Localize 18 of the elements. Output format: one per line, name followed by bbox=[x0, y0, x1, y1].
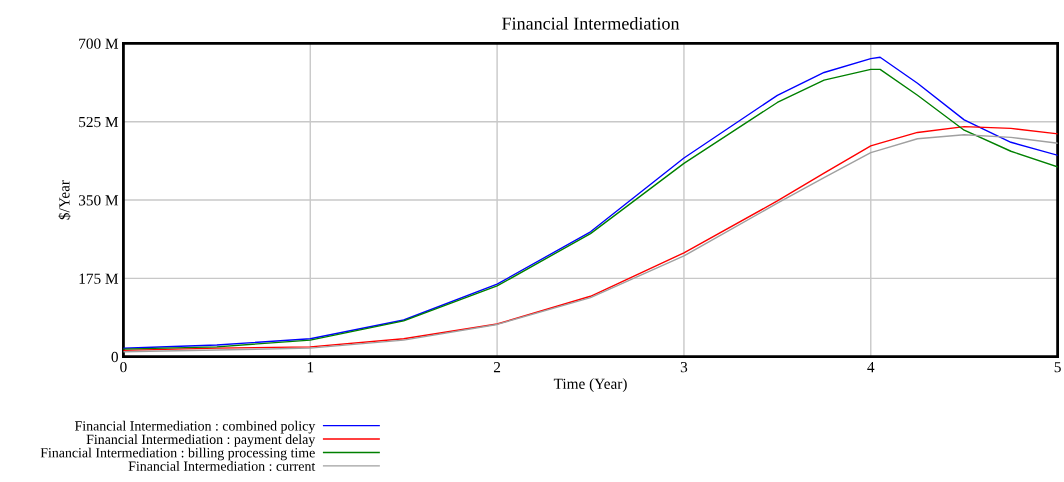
legend-label: Financial Intermediation : current bbox=[128, 461, 316, 471]
y-tick-label: 700 M bbox=[79, 38, 119, 49]
y-tick-label: 525 M bbox=[79, 116, 119, 128]
x-tick-label: 4 bbox=[867, 362, 875, 373]
x-tick-label: 1 bbox=[307, 362, 314, 373]
legend-label: Financial Intermediation : combined policy bbox=[75, 420, 316, 434]
x-tick-label: 3 bbox=[680, 362, 688, 373]
legend-label: Financial Intermediation : billing processing time bbox=[40, 447, 315, 461]
y-tick-label: 175 M bbox=[79, 273, 119, 284]
x-tick-label: 2 bbox=[493, 362, 501, 373]
y-tick-label: 350 M bbox=[78, 195, 119, 206]
x-tick-label: 0 bbox=[120, 361, 127, 373]
x-axis-title: Time (Year) bbox=[553, 378, 627, 393]
chart-title: Financial Intermediation bbox=[502, 16, 680, 30]
y-axis-title: $/Year bbox=[58, 180, 71, 220]
y-tick-label: 0 bbox=[111, 351, 118, 363]
legend-label: Financial Intermediation : payment delay bbox=[86, 434, 316, 447]
x-tick-label: 5 bbox=[1054, 362, 1061, 373]
